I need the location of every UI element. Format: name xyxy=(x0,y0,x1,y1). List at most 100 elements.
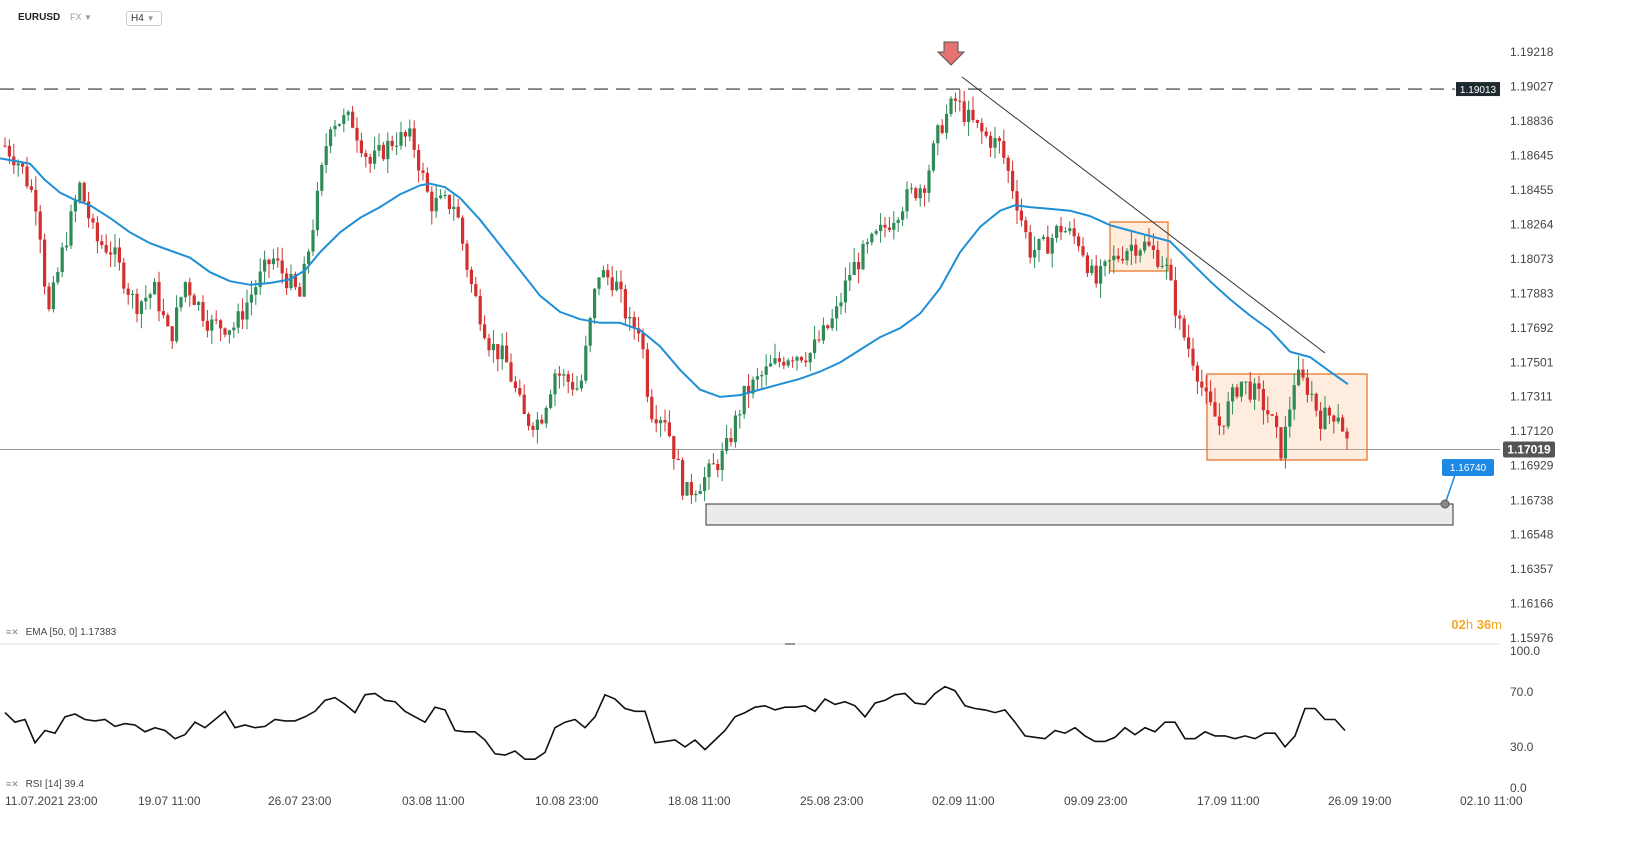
candle-body xyxy=(82,182,86,202)
candle-body xyxy=(571,381,575,390)
rsi-value: 39.4 xyxy=(64,779,84,790)
candle-body xyxy=(667,422,671,437)
candle-body xyxy=(1244,381,1248,383)
candle-body xyxy=(109,252,113,255)
candle-body xyxy=(227,330,231,335)
candle-body xyxy=(1283,426,1287,459)
ema-params: [50, 0] xyxy=(49,627,78,638)
candle-body xyxy=(689,482,693,496)
candle-body xyxy=(267,259,271,265)
candle-body xyxy=(425,172,429,192)
candle-body xyxy=(632,316,636,329)
target-dot xyxy=(1440,499,1450,509)
candle-body xyxy=(1077,236,1081,247)
candle-body xyxy=(1165,264,1169,266)
candle-body xyxy=(254,287,258,295)
settings-icon[interactable]: ≡✕ xyxy=(6,779,19,789)
candle-body xyxy=(857,262,861,270)
candle-body xyxy=(650,396,654,420)
timeframe-value: H4 xyxy=(131,13,144,24)
rsi-legend[interactable]: ≡✕ RSI [14] 39.4 xyxy=(6,779,84,790)
candle-body xyxy=(456,206,460,218)
chevron-down-icon[interactable]: ▼ xyxy=(146,14,155,23)
x-tick-label: 26.07 23:00 xyxy=(268,794,332,808)
candle-body xyxy=(412,128,416,150)
candle-body xyxy=(131,293,135,295)
candle-body xyxy=(641,333,645,350)
candle-body xyxy=(465,243,469,270)
candle-body xyxy=(1103,261,1107,267)
symbol-label[interactable]: EURUSD xyxy=(18,12,61,23)
candle-body xyxy=(1226,401,1230,427)
candle-body xyxy=(619,281,623,290)
candle-body xyxy=(1222,425,1226,427)
candle-body xyxy=(694,493,698,496)
candle-body xyxy=(584,345,588,381)
candle-body xyxy=(258,271,262,288)
candle-body xyxy=(1266,410,1270,415)
market-label[interactable]: FX ▼ xyxy=(70,12,92,22)
candle-body xyxy=(553,373,557,395)
candle-body xyxy=(747,385,751,394)
candle-body xyxy=(606,270,610,278)
candle-body xyxy=(1253,383,1257,400)
candle-body xyxy=(931,143,935,171)
candle-body xyxy=(579,380,583,389)
candle-body xyxy=(588,318,592,346)
candle-body xyxy=(1305,377,1309,395)
candle-body xyxy=(1055,225,1059,238)
candle-body xyxy=(1002,141,1006,158)
candle-body xyxy=(518,388,522,395)
candle-body xyxy=(663,420,667,423)
candle-body xyxy=(483,324,487,339)
candle-body xyxy=(210,319,214,331)
candle-body xyxy=(333,125,337,130)
candle-body xyxy=(104,245,108,253)
candle-body xyxy=(1209,391,1213,403)
candle-body xyxy=(1248,381,1252,400)
candle-body xyxy=(69,211,73,246)
candle-body xyxy=(1178,315,1182,319)
candle-body xyxy=(395,145,399,147)
candle-body xyxy=(1204,387,1208,392)
settings-icon[interactable]: ≡✕ xyxy=(6,627,19,637)
x-tick-label: 02.09 11:00 xyxy=(932,794,995,808)
candle-body xyxy=(307,251,311,264)
candle-body xyxy=(47,286,51,310)
candle-body xyxy=(601,270,605,278)
candle-body xyxy=(1099,266,1103,284)
candle-body xyxy=(892,222,896,230)
candle-body xyxy=(302,263,306,297)
candle-body xyxy=(615,281,619,291)
candle-body xyxy=(245,302,249,320)
candle-body xyxy=(839,302,843,307)
candle-body xyxy=(38,211,42,240)
candle-body xyxy=(346,111,350,116)
candle-body xyxy=(997,138,1001,142)
resistance-price-text: 1.19013 xyxy=(1460,85,1497,96)
resistance-price-badge xyxy=(1456,82,1500,97)
rsi-tick-label: 100.0 xyxy=(1510,644,1540,658)
ema-legend[interactable]: ≡✕ EMA [50, 0] 1.17383 xyxy=(6,627,116,638)
chevron-down-icon[interactable]: ▼ xyxy=(84,13,92,22)
candle-body xyxy=(821,325,825,341)
candle-body xyxy=(1231,387,1235,402)
candle-body xyxy=(43,239,47,287)
target-label-text: 1.16740 xyxy=(1450,463,1487,474)
candle-body xyxy=(1134,244,1138,256)
candle-body xyxy=(201,302,205,321)
candle-body xyxy=(439,195,443,198)
y-tick-label: 1.17120 xyxy=(1510,424,1554,438)
candle-body xyxy=(1279,427,1283,459)
candle-body xyxy=(474,284,478,297)
candle-body xyxy=(945,113,949,133)
candle-body xyxy=(733,415,737,443)
candle-body xyxy=(1341,417,1345,432)
candle-body xyxy=(958,100,962,102)
candle-body xyxy=(1050,237,1054,254)
timeframe-select[interactable]: H4 ▼ xyxy=(126,11,162,26)
candle-body xyxy=(751,379,755,394)
candle-body xyxy=(117,247,121,263)
candle-body xyxy=(113,247,117,255)
